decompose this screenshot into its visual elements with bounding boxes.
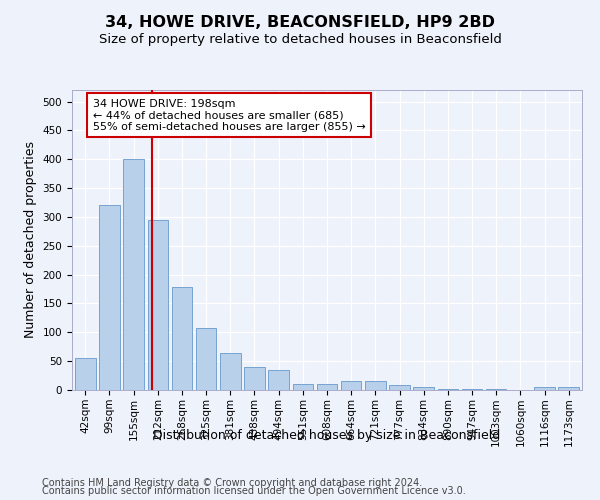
Bar <box>341 382 361 390</box>
Bar <box>75 358 95 390</box>
Bar <box>244 367 265 390</box>
Bar <box>268 370 289 390</box>
Bar <box>293 384 313 390</box>
Bar <box>172 288 192 390</box>
Bar <box>559 386 579 390</box>
Bar <box>413 386 434 390</box>
Text: 34 HOWE DRIVE: 198sqm
← 44% of detached houses are smaller (685)
55% of semi-det: 34 HOWE DRIVE: 198sqm ← 44% of detached … <box>92 98 365 132</box>
Bar <box>220 352 241 390</box>
Text: Distribution of detached houses by size in Beaconsfield: Distribution of detached houses by size … <box>154 428 500 442</box>
Y-axis label: Number of detached properties: Number of detached properties <box>24 142 37 338</box>
Bar <box>534 387 555 390</box>
Bar <box>437 389 458 390</box>
Bar <box>389 385 410 390</box>
Text: Size of property relative to detached houses in Beaconsfield: Size of property relative to detached ho… <box>98 32 502 46</box>
Bar <box>99 206 120 390</box>
Text: 34, HOWE DRIVE, BEACONSFIELD, HP9 2BD: 34, HOWE DRIVE, BEACONSFIELD, HP9 2BD <box>105 15 495 30</box>
Bar <box>124 159 144 390</box>
Text: Contains public sector information licensed under the Open Government Licence v3: Contains public sector information licen… <box>42 486 466 496</box>
Bar <box>365 382 386 390</box>
Text: Contains HM Land Registry data © Crown copyright and database right 2024.: Contains HM Land Registry data © Crown c… <box>42 478 422 488</box>
Bar <box>317 384 337 390</box>
Bar <box>196 328 217 390</box>
Bar <box>148 220 168 390</box>
